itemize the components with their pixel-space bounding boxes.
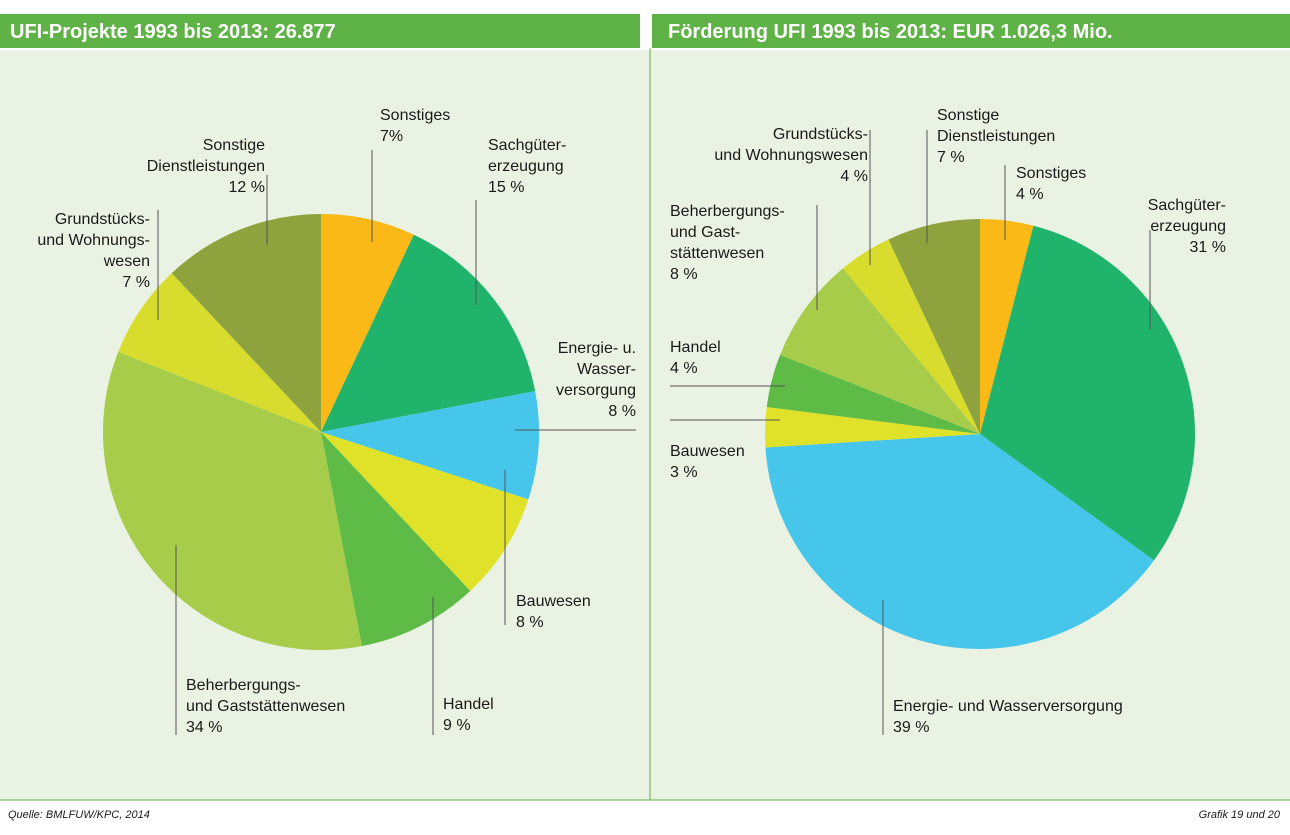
slice-label: Handel xyxy=(670,339,721,356)
value-label: 7 % xyxy=(122,274,150,291)
slice-label: Sonstiges xyxy=(380,107,450,124)
label-line: Handel xyxy=(670,339,721,356)
label-line: Wasser- xyxy=(577,361,636,378)
pie-slice xyxy=(766,354,980,434)
label-line: Energie- und Wasserversorgung xyxy=(893,698,1123,715)
label-line: Sachgüter- xyxy=(488,137,566,154)
label-line: stättenwesen xyxy=(670,245,764,262)
pie-slice xyxy=(980,225,1195,561)
value-label: 8 % xyxy=(516,614,544,631)
label-line: versorgung xyxy=(556,382,636,399)
slice-label: Bauwesen xyxy=(516,593,591,610)
slice-label: Sachgüter-erzeugung xyxy=(1148,197,1226,235)
pie-slice xyxy=(842,239,980,434)
slice-label: Grundstücks-und Wohnungs-wesen xyxy=(37,211,150,270)
label-line: Bauwesen xyxy=(516,593,591,610)
value-label: 4 % xyxy=(670,360,698,377)
value-label: 9 % xyxy=(443,717,471,734)
value-label: 4 % xyxy=(840,168,868,185)
label-line: Sonstiges xyxy=(1016,165,1086,182)
value-label: 34 % xyxy=(186,719,222,736)
pie-slice xyxy=(765,434,1154,649)
value-label: 7% xyxy=(380,128,403,145)
label-line: Beherbergungs- xyxy=(186,677,301,694)
value-label: 12 % xyxy=(229,179,265,196)
label-line: und Gast- xyxy=(670,224,740,241)
slice-label: Energie- u. Wasser-versorgung xyxy=(556,340,636,399)
label-line: Sonstiges xyxy=(380,107,450,124)
pie-slice xyxy=(321,432,529,591)
label-line: Sonstige xyxy=(203,137,265,154)
pie-slice xyxy=(321,234,536,432)
label-line: Beherbergungs- xyxy=(670,203,785,220)
label-line: und Gaststättenwesen xyxy=(186,698,345,715)
slice-label: Energie- und Wasserversorgung xyxy=(893,698,1123,715)
slice-label: Handel xyxy=(443,696,494,713)
label-line: Energie- u. xyxy=(558,340,636,357)
chart-title: UFI-Projekte 1993 bis 2013: 26.877 xyxy=(10,21,336,43)
pie-slice xyxy=(980,219,1034,434)
slice-label: Sonstige Dienstleistungen xyxy=(147,137,265,175)
value-label: 31 % xyxy=(1190,239,1226,256)
label-line: und Wohnungswesen xyxy=(714,147,868,164)
slice-label: Beherbergungs-und Gaststättenwesen xyxy=(186,677,345,715)
label-line: erzeugung xyxy=(488,158,564,175)
slice-label: Grundstücks-und Wohnungswesen xyxy=(714,126,868,164)
label-line: Sachgüter- xyxy=(1148,197,1226,214)
label-line: Grundstücks- xyxy=(55,211,150,228)
pie-slice xyxy=(321,214,414,432)
slice-label: Sachgüter-erzeugung xyxy=(488,137,566,175)
slice-label: Sonstige Dienstleistungen xyxy=(937,107,1055,145)
label-line: Dienstleistungen xyxy=(937,128,1055,145)
slice-label: Sonstiges xyxy=(1016,165,1086,182)
label-line: Handel xyxy=(443,696,494,713)
value-label: 7 % xyxy=(937,149,965,166)
pie-slice xyxy=(765,407,980,448)
label-line: und Wohnungs- xyxy=(37,232,150,249)
pie-slice xyxy=(118,273,322,432)
label-line: wesen xyxy=(103,253,150,270)
source: Quelle: BMLFUW/KPC, 2014 xyxy=(8,809,150,821)
value-label: 39 % xyxy=(893,719,929,736)
note: Grafik 19 und 20 xyxy=(1199,809,1281,821)
value-label: 3 % xyxy=(670,464,698,481)
pie-slice xyxy=(321,391,539,500)
pie-slice xyxy=(102,351,362,650)
label-line: Sonstige xyxy=(937,107,999,124)
header-bar xyxy=(652,14,1290,48)
slice-label: Bauwesen xyxy=(670,443,745,460)
label-line: Bauwesen xyxy=(670,443,745,460)
value-label: 8 % xyxy=(608,403,636,420)
label-line: erzeugung xyxy=(1150,218,1226,235)
value-label: 8 % xyxy=(670,266,698,283)
value-label: 15 % xyxy=(488,179,524,196)
value-label: 4 % xyxy=(1016,186,1044,203)
chart-title: Förderung UFI 1993 bis 2013: EUR 1.026,3… xyxy=(668,21,1113,43)
label-line: Grundstücks- xyxy=(773,126,868,143)
pie-slice xyxy=(888,219,980,434)
slice-label: Beherbergungs-und Gast-stättenwesen xyxy=(670,203,785,262)
header-bar xyxy=(0,14,640,48)
label-line: Dienstleistungen xyxy=(147,158,265,175)
pie-slice xyxy=(780,268,980,434)
pie-slice xyxy=(171,214,321,432)
pie-slice xyxy=(321,432,471,647)
